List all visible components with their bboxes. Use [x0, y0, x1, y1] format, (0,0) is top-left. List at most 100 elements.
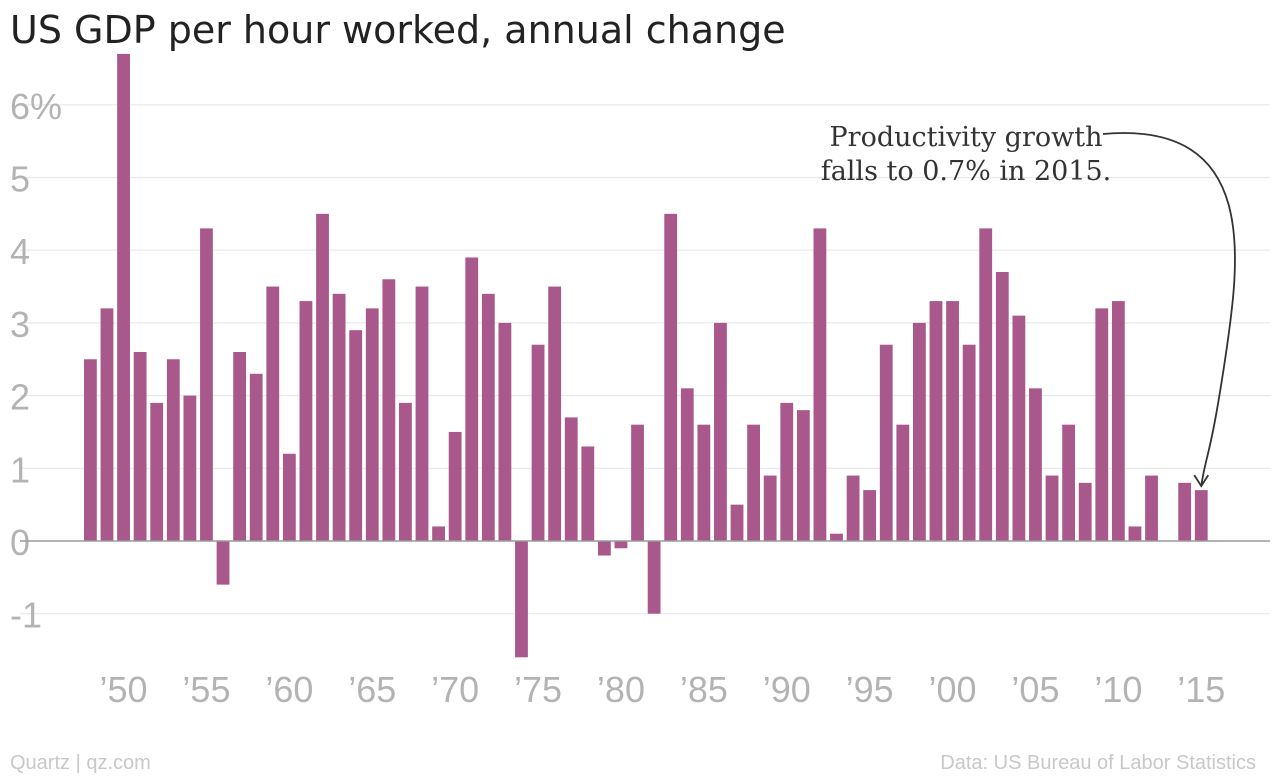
bar: [415, 286, 429, 541]
bar: [631, 424, 644, 541]
x-tick-label: ’70: [431, 669, 479, 710]
bar: [100, 308, 114, 541]
bar: [796, 410, 810, 541]
bar: [299, 301, 313, 541]
bar: [233, 351, 247, 541]
bar: [481, 293, 495, 541]
x-tick-label: ’90: [763, 669, 811, 710]
bar: [1128, 526, 1142, 541]
footer-credit: Quartz | qz.com: [10, 752, 151, 774]
bar: [979, 228, 993, 541]
bar: [697, 424, 711, 541]
bar: [680, 388, 694, 541]
x-tick-label: ’80: [597, 669, 645, 710]
y-tick-label: 0: [10, 522, 30, 563]
bar: [1062, 424, 1076, 541]
bar: [946, 301, 959, 541]
bar: [1095, 308, 1109, 541]
bar: [200, 228, 213, 541]
bar: [117, 53, 130, 541]
bar: [84, 359, 97, 541]
y-tick-label: 4: [10, 231, 30, 272]
y-tick-label: 1: [10, 449, 30, 490]
bar: [1078, 482, 1092, 541]
grid-lines: [20, 104, 1270, 615]
bar: [249, 373, 263, 541]
bar: [465, 257, 479, 541]
bars: [84, 53, 1208, 658]
annotation-arrow: [1102, 132, 1236, 487]
bar: [714, 322, 727, 541]
x-tick-label: ’00: [929, 669, 977, 710]
bar: [730, 504, 744, 541]
chart-title: US GDP per hour worked, annual change: [10, 8, 786, 52]
y-axis-ticks: 6% 5 4 3 2 1 0 -1: [10, 86, 62, 636]
bar: [216, 541, 230, 585]
bar: [266, 286, 280, 541]
y-tick-label: 5: [10, 159, 30, 200]
annotation-text: Productivity growth: [830, 122, 1103, 153]
x-tick-label: ’65: [348, 669, 396, 710]
x-tick-label: ’05: [1011, 669, 1059, 710]
bar: [747, 424, 760, 541]
footer-source: Data: US Bureau of Labor Statistics: [940, 752, 1256, 774]
annotation-arrowhead: [1193, 474, 1210, 488]
bar: [1111, 301, 1125, 541]
bar: [166, 359, 180, 541]
bar: [830, 533, 843, 541]
x-tick-label: ’55: [182, 669, 230, 710]
bar: [813, 228, 827, 541]
bar: [548, 286, 562, 541]
bar: [531, 344, 545, 541]
bar: [133, 351, 147, 541]
y-tick-label: 2: [10, 377, 30, 418]
x-tick-label: ’60: [265, 669, 313, 710]
bar: [879, 344, 893, 541]
bar: [183, 395, 197, 541]
bar: [365, 308, 379, 541]
bar: [515, 541, 528, 658]
bar: [1045, 475, 1059, 541]
y-tick-label: 3: [10, 304, 30, 345]
bar: [913, 322, 926, 541]
bar: [282, 453, 296, 541]
bar: [498, 322, 512, 541]
bar: [763, 475, 777, 541]
bar: [896, 424, 910, 541]
y-tick-label: 6%: [10, 86, 62, 127]
bar: [399, 402, 412, 541]
bar: [597, 541, 611, 556]
bar: [614, 541, 628, 549]
bar: [929, 301, 943, 541]
bar: [349, 330, 363, 541]
bar: [564, 417, 578, 541]
bar: [664, 213, 678, 541]
bar: [780, 402, 794, 541]
bar: [962, 344, 976, 541]
bar: [846, 475, 860, 541]
bar: [995, 272, 1009, 541]
x-axis-ticks: ’50 ’55 ’60 ’65 ’70 ’75 ’80 ’85 ’90 ’95 ’00 ’05 ’10 ’…: [100, 669, 1226, 710]
bar: [332, 293, 346, 541]
bar: [863, 490, 877, 541]
x-tick-label: ’95: [846, 669, 894, 710]
bar: [1145, 475, 1158, 541]
x-tick-label: ’50: [100, 669, 148, 710]
x-tick-label: ’85: [680, 669, 728, 710]
bar: [316, 213, 329, 541]
y-tick-label: -1: [10, 595, 42, 636]
bar: [432, 526, 445, 541]
bar: [448, 431, 462, 541]
x-tick-label: ’75: [514, 669, 562, 710]
bar: [382, 279, 396, 541]
bar: [647, 541, 661, 614]
bar: [581, 446, 595, 541]
bar: [1029, 388, 1042, 541]
bar: [1194, 490, 1208, 541]
x-tick-label: ’15: [1177, 669, 1225, 710]
x-tick-label: ’10: [1094, 669, 1142, 710]
bar: [1012, 315, 1026, 541]
bar: [1178, 482, 1192, 541]
